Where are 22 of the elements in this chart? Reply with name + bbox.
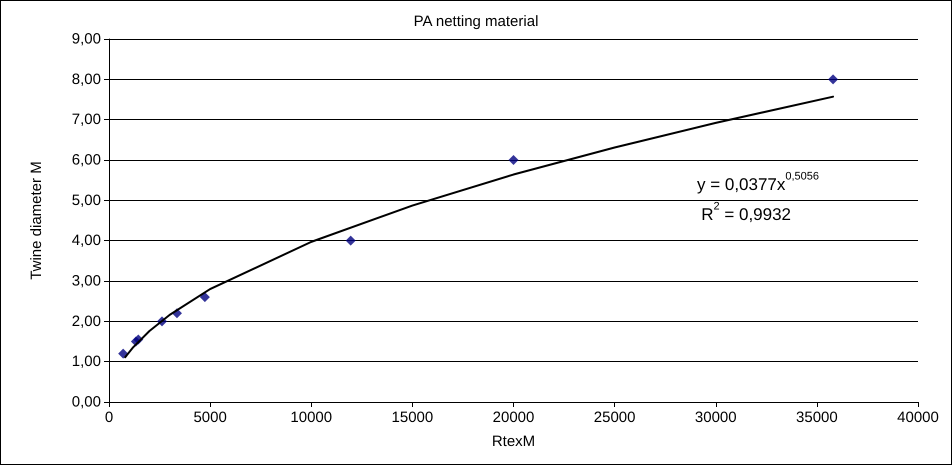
x-tick-label: 15000 [392,409,434,426]
x-axis-title: RtexM [492,433,536,450]
x-tick-label: 40000 [897,409,939,426]
x-tick-label: 30000 [694,409,737,426]
y-tick-label: 7,00 [72,111,101,128]
y-axis-title: Twine diameter M [28,161,45,280]
y-tick-label: 4,00 [72,232,101,250]
y-tick-label: 3,00 [72,272,101,290]
x-tick-label: 10000 [290,409,332,426]
y-tick-label: 9,00 [72,30,101,48]
x-tick-label: 5000 [193,409,227,426]
x-tick-label: 25000 [594,409,636,426]
y-tick-label: 6,00 [72,152,101,168]
chart-title: PA netting material [414,13,538,30]
x-tick-label: 35000 [796,409,838,426]
x-tick-label: 20000 [492,409,534,426]
y-tick-label: 8,00 [72,70,101,88]
y-tick-label: 1,00 [72,353,101,370]
y-tick-label: 0,00 [72,394,101,410]
y-tick-label: 2,00 [72,312,101,330]
y-tick-label: 5,00 [72,192,101,209]
x-tick-label: 0 [104,409,114,426]
